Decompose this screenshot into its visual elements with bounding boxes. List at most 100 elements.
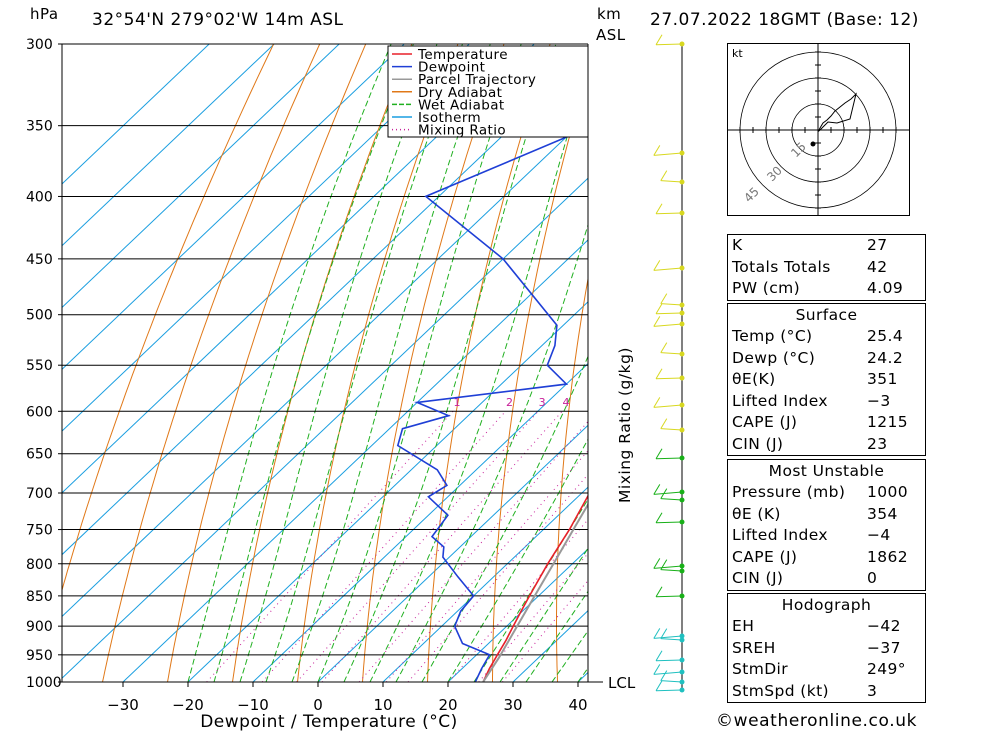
wind-barb [660, 303, 683, 306]
wet-adiabat-line [291, 44, 491, 682]
isotherm-line [317, 424, 588, 682]
mixing-ratio-label: 1 [453, 396, 460, 409]
wind-profile-column [653, 34, 685, 693]
pressure-tick-label: 350 [26, 119, 53, 135]
pressure-tick-label: 750 [26, 523, 53, 539]
mixing-ratio-line [358, 420, 588, 682]
mixing-ratio-label: 3 [539, 396, 546, 409]
mu-thetae-row: θE (K) 354 [732, 504, 898, 523]
wind-barb [656, 521, 683, 524]
hodograph-stats-title: Hodograph [781, 596, 872, 614]
wind-barb [656, 457, 683, 460]
pressure-tick-label: 800 [26, 557, 53, 573]
wind-barb [660, 180, 683, 183]
surface-table: Surface Temp (°C) 25.4 Dewp (°C) 24.2 θE(K… [727, 303, 926, 456]
most-unstable-title: Most Unstable [768, 462, 885, 480]
indices-table: K 27 Totals Totals 42 PW (cm) 4.09 [727, 234, 926, 301]
wet-adiabat-line [239, 44, 438, 682]
wind-barb [660, 352, 683, 355]
pressure-tick-label: 300 [26, 37, 53, 53]
chart-title: 32°54'N 279°02'W 14m ASL [92, 10, 344, 30]
wind-barb [653, 404, 683, 408]
legend-label: Dry Adiabat [418, 85, 502, 101]
km-label: km [597, 5, 622, 23]
storm-motion-marker [810, 141, 816, 147]
pressure-tick-label: 1000 [26, 675, 62, 691]
wind-barb-flag [653, 397, 661, 408]
mixing-ratio-line [448, 518, 588, 682]
isotherm-line [62, 177, 588, 679]
temp-tick-label: 30 [503, 696, 522, 714]
wind-barb [653, 267, 683, 271]
mu-cin-row: CIN (J) 0 [732, 569, 878, 587]
wind-barb [660, 569, 683, 572]
wind-barb [660, 680, 683, 683]
surface-cape-row: CAPE (J) 1215 [732, 413, 909, 431]
wind-barb [660, 498, 683, 501]
mixing-ratio-line [206, 410, 454, 682]
pressure-tick-label: 500 [26, 308, 53, 324]
wind-barb-flag [660, 418, 668, 429]
wind-barb-flag [660, 670, 668, 681]
wind-barb [656, 43, 683, 46]
isotherm-line [62, 44, 275, 247]
wet-adiabat-line [187, 44, 392, 682]
wind-barb-flag [653, 260, 661, 271]
wind-barb-flag [655, 303, 663, 315]
temp-tick-label: 0 [313, 696, 323, 714]
most-unstable-table: Most Unstable Pressure (mb) 1000 θE (K) 35… [727, 459, 926, 591]
wind-barb-flag [655, 448, 663, 460]
pressure-tick-label: 700 [26, 486, 53, 502]
mixing-ratio-axis-label: Mixing Ratio (g/kg) [616, 347, 634, 503]
wind-barb-flag [655, 680, 663, 692]
mixing-ratio-label: 20 [706, 396, 720, 409]
surface-dewp-row: Dewp (°C) 24.2 [732, 348, 904, 367]
wind-barb-flag [660, 488, 668, 499]
wind-barb-flag [653, 558, 661, 569]
wind-barb-flag [655, 512, 663, 524]
wind-barb-flag [660, 342, 668, 353]
legend-label: Parcel Trajectory [418, 72, 536, 88]
wet-adiabat-line [421, 355, 588, 682]
hodo-eh-row: EH −42 [732, 617, 901, 635]
temp-tick-label: 40 [568, 696, 587, 714]
isotherm-line [62, 44, 210, 185]
wind-barb [656, 659, 683, 662]
wind-barb [656, 312, 683, 315]
pressure-tick-label: 900 [26, 619, 53, 635]
wind-barb [653, 323, 683, 327]
surface-title: Surface [795, 306, 858, 324]
wind-barb-flag [655, 586, 663, 598]
wind-barb-flag [660, 293, 668, 304]
isotherm-line [62, 115, 588, 618]
wind-barb [656, 212, 683, 215]
pressure-tick-label: 950 [26, 648, 53, 664]
credit-link[interactable]: ©weatheronline.co.uk [716, 711, 918, 731]
isotherm-line [122, 239, 588, 682]
pressure-tick-label: 400 [26, 189, 53, 205]
index-row-totals: Totals Totals 42 [732, 257, 888, 276]
wind-barb-flag [660, 559, 668, 570]
wind-barb-flag [655, 650, 663, 662]
temp-tick-label: −20 [172, 696, 204, 714]
isotherm-line [62, 53, 588, 556]
wind-barb [653, 152, 683, 156]
temp-tick-label: 20 [438, 696, 457, 714]
legend-label: Dewpoint [418, 60, 485, 76]
legend-label: Isotherm [418, 110, 481, 126]
isotherm-line [447, 548, 588, 682]
wind-barb-flag [653, 628, 661, 639]
dry-adiabat-line [167, 44, 367, 682]
hodo-stmspd-row: StmSpd (kt) 3 [732, 681, 878, 700]
hodograph-stats-table: Hodograph EH −42 SREH −37 StmDir 249° StmSp… [727, 593, 926, 703]
wet-adiabat-line [317, 44, 522, 682]
isotherm-line [62, 44, 340, 309]
hodo-stmdir-row: StmDir 249° [732, 660, 906, 678]
mixing-ratio-line [478, 552, 588, 682]
mu-pressure-row: Pressure (mb) 1000 [732, 483, 909, 501]
mixing-ratio-line [261, 410, 506, 682]
isotherm-line [252, 362, 588, 682]
mixing-ratio-line [385, 450, 588, 682]
lcl-label: LCL [608, 674, 636, 692]
